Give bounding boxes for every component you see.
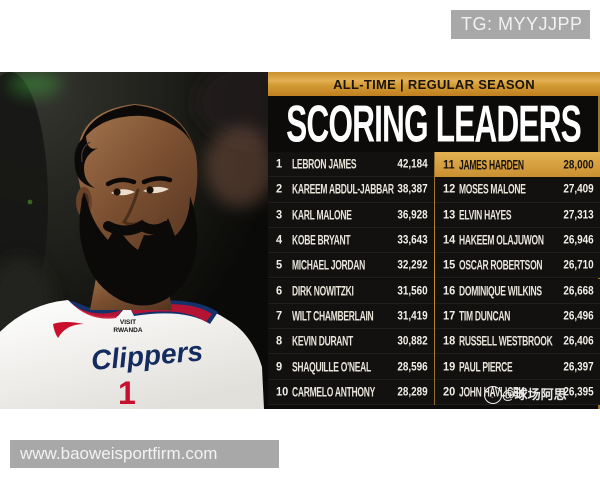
- svg-text:1: 1: [118, 375, 136, 409]
- svg-text:VISIT: VISIT: [120, 319, 136, 326]
- svg-text:RWANDA: RWANDA: [113, 327, 142, 334]
